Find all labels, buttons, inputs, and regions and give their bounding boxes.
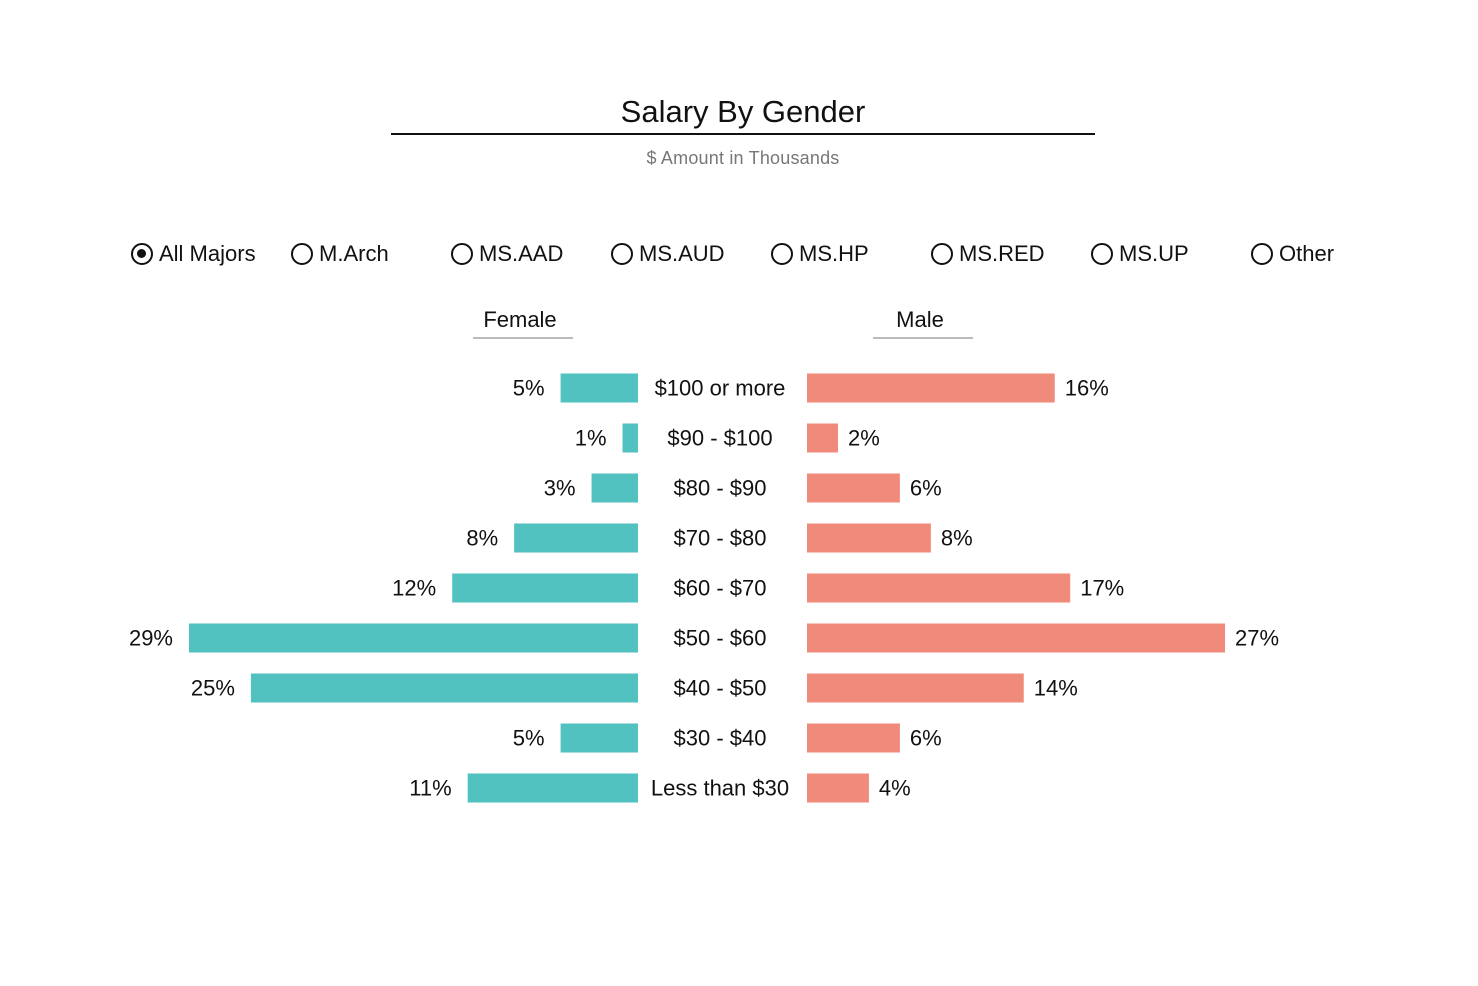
male-value-label: 14%: [1034, 676, 1078, 701]
female-value-label: 3%: [544, 476, 576, 501]
radio-ms-red-circle[interactable]: [931, 243, 953, 265]
male-value-label: 2%: [848, 426, 880, 451]
radio-ms-up[interactable]: MS.UP: [1091, 236, 1189, 272]
radio-ms-aad-circle[interactable]: [451, 243, 473, 265]
female-value-label: 1%: [575, 426, 607, 451]
male-bar: [807, 473, 900, 503]
radio-ms-hp[interactable]: MS.HP: [771, 236, 869, 272]
male-header-underline: [873, 337, 973, 339]
male-bar: [807, 373, 1055, 403]
salary-range-label: $30 - $40: [674, 726, 767, 751]
radio-ms-red[interactable]: MS.RED: [931, 236, 1045, 272]
salary-range-label: $100 or more: [655, 376, 786, 401]
female-value-label: 5%: [513, 726, 545, 751]
radio-all-majors-circle[interactable]: [131, 243, 153, 265]
female-bar: [189, 623, 638, 653]
female-value-label: 5%: [513, 376, 545, 401]
female-value-label: 29%: [129, 626, 173, 651]
male-bar: [807, 773, 869, 803]
radio-ms-up-label[interactable]: MS.UP: [1119, 241, 1189, 266]
female-value-label: 25%: [191, 676, 235, 701]
male-value-label: 4%: [879, 776, 911, 801]
female-bar: [560, 723, 638, 753]
radio-m-arch-circle[interactable]: [291, 243, 313, 265]
radio-ms-aud-label[interactable]: MS.AUD: [639, 241, 725, 266]
female-bar: [452, 573, 638, 603]
radio-ms-red-label[interactable]: MS.RED: [959, 241, 1045, 266]
female-bar: [591, 473, 638, 503]
salary-range-label: $80 - $90: [674, 476, 767, 501]
chart-title: Salary By Gender: [620, 94, 866, 129]
female-bar: [467, 773, 638, 803]
male-value-label: 6%: [910, 476, 942, 501]
female-header-underline: [473, 337, 573, 339]
male-bar: [807, 523, 931, 553]
female-bar: [514, 523, 638, 553]
salary-range-label: $40 - $50: [674, 676, 767, 701]
male-value-label: 6%: [910, 726, 942, 751]
female-column-header: Female: [483, 307, 557, 332]
salary-range-label: Less than $30: [651, 776, 789, 801]
male-bar: [807, 623, 1226, 653]
radio-ms-hp-label[interactable]: MS.HP: [799, 241, 869, 266]
radio-other-label[interactable]: Other: [1279, 241, 1335, 266]
radio-ms-aad[interactable]: MS.AAD: [451, 236, 563, 272]
major-filter-group: All Majors M.Arch MS.AAD MS.AUD MS.HP MS…: [0, 236, 1478, 272]
radio-ms-hp-circle[interactable]: [771, 243, 793, 265]
male-bar: [807, 573, 1071, 603]
female-value-label: 12%: [392, 576, 436, 601]
salary-range-label: $70 - $80: [674, 526, 767, 551]
title-underline: [391, 133, 1095, 135]
radio-ms-up-circle[interactable]: [1091, 243, 1113, 265]
male-value-label: 16%: [1065, 376, 1109, 401]
radio-other-circle[interactable]: [1251, 243, 1273, 265]
male-value-label: 8%: [941, 526, 973, 551]
radio-ms-aud[interactable]: MS.AUD: [611, 236, 725, 272]
female-bar: [622, 423, 638, 453]
radio-m-arch-label[interactable]: M.Arch: [319, 241, 389, 266]
male-column-header: Male: [896, 307, 944, 332]
radio-all-majors[interactable]: All Majors: [131, 236, 256, 272]
female-bar: [250, 673, 638, 703]
male-value-label: 27%: [1235, 626, 1279, 651]
salary-range-label: $50 - $60: [674, 626, 767, 651]
radio-other[interactable]: Other: [1251, 236, 1334, 272]
male-bar: [807, 673, 1024, 703]
male-bar: [807, 423, 838, 453]
radio-all-majors-label[interactable]: All Majors: [159, 241, 256, 266]
salary-range-label: $90 - $100: [667, 426, 772, 451]
male-value-label: 17%: [1080, 576, 1124, 601]
female-value-label: 11%: [409, 776, 451, 801]
radio-ms-aud-circle[interactable]: [611, 243, 633, 265]
chart-subtitle: $ Amount in Thousands: [646, 148, 840, 168]
radio-m-arch[interactable]: M.Arch: [291, 236, 389, 272]
female-value-label: 8%: [466, 526, 498, 551]
female-bar: [560, 373, 638, 403]
salary-range-label: $60 - $70: [674, 576, 767, 601]
radio-ms-aad-label[interactable]: MS.AAD: [479, 241, 564, 266]
radio-selected-dot: [137, 249, 146, 258]
male-bar: [807, 723, 900, 753]
